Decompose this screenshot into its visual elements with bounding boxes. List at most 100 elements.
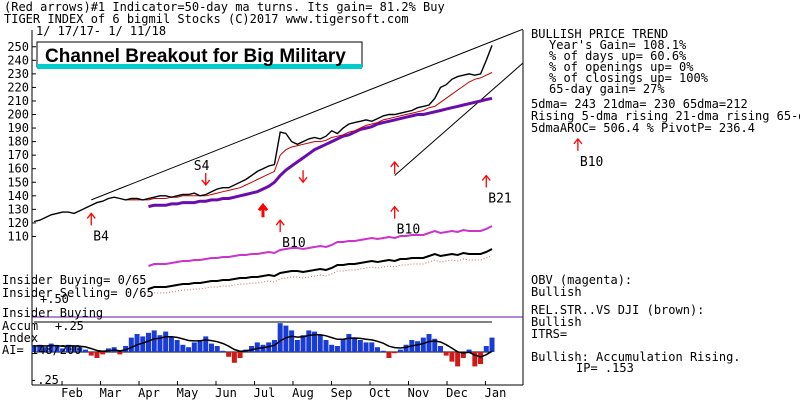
accum-bar <box>455 352 461 367</box>
buy-arrow-head <box>573 137 583 145</box>
accum-bar <box>489 337 495 352</box>
obv-label: OBV (magenta): <box>531 273 632 287</box>
y-tick-label: 120 <box>7 216 29 230</box>
y-tick-label: 150 <box>7 175 29 189</box>
accum-bar <box>77 347 83 352</box>
accum-bar <box>397 349 403 352</box>
accum-bar <box>60 348 66 352</box>
chart-annotations: S4 B4 B10 B10 B21 B10 <box>86 137 603 251</box>
y-tick-label: 240 <box>7 53 29 67</box>
x-tick-label: Aug <box>292 386 314 400</box>
title-underline-bar <box>37 64 362 69</box>
x-tick-label: Feb <box>61 386 83 400</box>
channel-upper-line <box>91 28 524 201</box>
relstr-status: Bullish <box>531 315 582 329</box>
header-line-1: (Red arrows)#1 Indicator=50-day ma turns… <box>4 0 445 14</box>
sell-arrow-head <box>298 176 308 184</box>
y-tick-label: 180 <box>7 135 29 149</box>
trend-channel <box>91 28 524 201</box>
price-line <box>33 45 493 223</box>
accum-bar <box>163 331 169 352</box>
buy-arrow-head <box>390 160 400 168</box>
buy-arrow-head <box>257 202 269 212</box>
accum-bar <box>65 344 71 352</box>
accum-bar <box>392 352 398 354</box>
accum-bar <box>357 340 363 352</box>
accum-bar <box>134 334 140 352</box>
accum-bar <box>100 352 106 355</box>
title-box <box>36 41 363 68</box>
relstr-label: REL.STR..VS DJI (brown): <box>531 303 704 317</box>
x-axis-ticks: Feb Mar Apr May Jun Jul Aug Sep Oct Nov Dec Jan <box>61 381 506 400</box>
y-tick-label: 160 <box>7 162 29 176</box>
channel-lower-line <box>394 62 524 176</box>
accum-bar <box>294 340 300 352</box>
accum-bar <box>186 347 192 352</box>
rel-str-line <box>148 248 493 290</box>
y-tick-label: 200 <box>7 108 29 122</box>
x-tick-label: Mar <box>100 386 122 400</box>
accum-bar <box>54 346 60 352</box>
accum-bar <box>123 346 129 352</box>
ma21-line <box>125 72 493 201</box>
accum-bar <box>157 335 163 352</box>
x-tick-label: May <box>177 386 199 400</box>
stats-days-up: % of days up= 60.6% <box>549 49 687 63</box>
signal-label: B10 <box>282 236 305 251</box>
accum-bar <box>386 352 392 358</box>
chart-frame <box>31 30 524 386</box>
insider-selling-label: Insider Selling= 0/65 <box>2 286 154 300</box>
buy-arrow-head <box>275 219 285 226</box>
accum-bar <box>312 331 318 352</box>
accum-bar <box>420 337 426 352</box>
accum-bar <box>415 341 421 352</box>
y-tick-label: 250 <box>7 40 29 54</box>
accum-bar <box>283 325 289 352</box>
obv-status: Bullish <box>531 285 582 299</box>
ma65-line <box>148 96 493 209</box>
accum-status: Bullish: Accumulation Rising. <box>531 350 741 364</box>
accum-bar <box>208 343 214 352</box>
accum-bar <box>146 332 151 352</box>
accum-bar <box>403 344 409 352</box>
accum-bar <box>340 338 346 352</box>
rel-dots-line <box>148 254 493 296</box>
accum-bar <box>460 352 466 358</box>
itrs-label: ITRS= <box>531 327 567 341</box>
y-tick-label: 140 <box>7 189 29 203</box>
accum-bar <box>306 330 312 352</box>
accum-bar <box>317 335 323 352</box>
accum-bar <box>37 344 43 352</box>
accum-bar <box>231 352 237 363</box>
accum-bar <box>369 342 375 352</box>
accum-bar <box>289 330 295 352</box>
accum-smooth-line <box>33 333 493 358</box>
stats-openings-up: % of openings up= 0% <box>549 60 694 74</box>
signal-label: B10 <box>580 155 603 170</box>
accum-bar <box>203 336 209 352</box>
insider-buying-label: Insider Buying= 0/65 <box>2 273 147 287</box>
ai-label: AI= 148/200 <box>2 343 81 357</box>
y-tick-label: 170 <box>7 148 29 162</box>
accum-bar <box>197 340 203 352</box>
stats-year-gain: Year's Gain= 108.1% <box>549 38 687 52</box>
accum-bar <box>168 336 174 352</box>
stats-closings-up: % of closings up= 100% <box>549 71 709 85</box>
x-tick-label: Sep <box>331 386 353 400</box>
accum-bar <box>220 350 226 352</box>
x-tick-label: Dec <box>446 386 468 400</box>
y-tick-label: 190 <box>7 121 29 135</box>
accum-bar <box>83 349 89 352</box>
accum-label: Accum <box>2 319 38 333</box>
signal-label: S4 <box>194 159 210 174</box>
accum-bar <box>180 344 186 352</box>
buy-arrow-head <box>390 205 400 213</box>
accum-bar <box>88 352 94 356</box>
index-label: Index <box>2 331 38 345</box>
accum-bar <box>174 340 180 352</box>
accum-bar <box>483 346 489 352</box>
accum-bar <box>329 344 335 352</box>
signal-label: B4 <box>93 229 109 244</box>
obv-line <box>148 225 493 267</box>
